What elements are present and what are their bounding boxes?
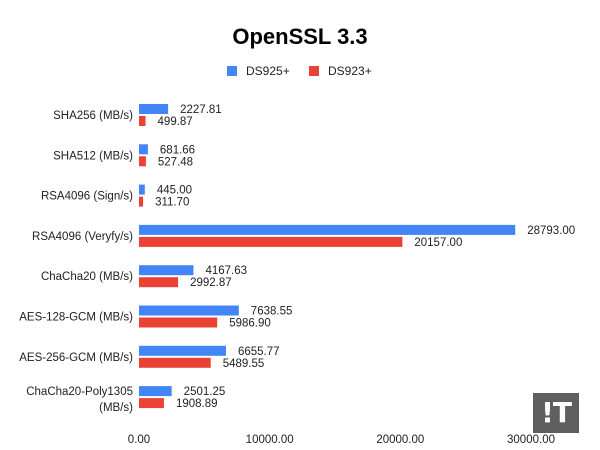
data-label-1-2: 311.70 bbox=[155, 197, 189, 209]
x-axis-ticks: 0.00 10000.00 20000.00 30000.00 bbox=[128, 434, 555, 446]
data-label-0-7: 2501.25 bbox=[184, 386, 226, 398]
category-label-1: SHA512 (MB/s) bbox=[53, 150, 133, 162]
legend-label-1: DS923+ bbox=[328, 64, 372, 78]
bar-0-5 bbox=[139, 305, 239, 316]
bar-0-2 bbox=[139, 184, 145, 195]
bar-1-4 bbox=[139, 277, 179, 288]
data-label-0-0: 2227.81 bbox=[180, 104, 222, 116]
bar-0-4 bbox=[139, 265, 194, 276]
category-label-5: AES-128-GCM (MB/s) bbox=[19, 312, 133, 324]
data-label-1-5: 5986.90 bbox=[229, 318, 271, 330]
data-label-1-4: 2992.87 bbox=[190, 277, 232, 289]
data-label-0-1: 681.66 bbox=[160, 144, 195, 156]
legend-swatch-0 bbox=[227, 66, 237, 76]
data-label-1-6: 5489.55 bbox=[223, 358, 265, 370]
data-label-1-3: 20157.00 bbox=[414, 237, 462, 249]
category-label-2: RSA4096 (Sign/s) bbox=[41, 191, 133, 203]
bar-0-1 bbox=[139, 144, 148, 155]
bar-0-0 bbox=[139, 104, 169, 114]
watermark-logo: !T bbox=[533, 393, 579, 433]
x-tick-label-3: 30000.00 bbox=[507, 434, 555, 446]
data-label-1-1: 527.48 bbox=[158, 156, 193, 168]
category-label-3: RSA4096 (Veryfy/s) bbox=[32, 231, 133, 243]
bar-1-2 bbox=[139, 196, 144, 207]
data-label-0-2: 445.00 bbox=[157, 185, 192, 197]
data-label-0-4: 4167.63 bbox=[205, 265, 247, 277]
legend: DS925+ DS923+ bbox=[227, 64, 372, 78]
category-label-4: ChaCha20 (MB/s) bbox=[41, 271, 133, 283]
bar-0-3 bbox=[139, 224, 516, 235]
category-label-6: AES-256-GCM (MB/s) bbox=[19, 352, 133, 364]
bar-1-0 bbox=[139, 116, 146, 126]
bar-0-7 bbox=[139, 386, 172, 397]
bar-1-7 bbox=[139, 398, 164, 409]
chart-title: OpenSSL 3.3 bbox=[232, 24, 367, 49]
category-label-7: ChaCha20-Poly1305 (MB/s) bbox=[26, 386, 133, 414]
legend-label-0: DS925+ bbox=[246, 64, 290, 78]
data-label-1-0: 499.87 bbox=[158, 116, 193, 128]
bar-1-1 bbox=[139, 156, 146, 167]
x-tick-label-1: 10000.00 bbox=[246, 434, 294, 446]
data-label-0-5: 7638.55 bbox=[251, 306, 293, 318]
bar-1-3 bbox=[139, 236, 403, 247]
category-label-0: SHA256 (MB/s) bbox=[53, 110, 133, 122]
data-label-1-7: 1908.89 bbox=[176, 398, 218, 410]
data-label-0-3: 28793.00 bbox=[527, 225, 575, 237]
legend-swatch-1 bbox=[309, 66, 319, 76]
bar-1-5 bbox=[139, 317, 218, 328]
category-labels: SHA256 (MB/s) SHA512 (MB/s) RSA4096 (Sign/… bbox=[19, 110, 133, 414]
bar-0-6 bbox=[139, 345, 226, 356]
x-tick-label-2: 20000.00 bbox=[376, 434, 424, 446]
bar-1-6 bbox=[139, 357, 211, 368]
data-label-0-6: 6655.77 bbox=[238, 346, 280, 358]
x-tick-label-0: 0.00 bbox=[128, 434, 150, 446]
